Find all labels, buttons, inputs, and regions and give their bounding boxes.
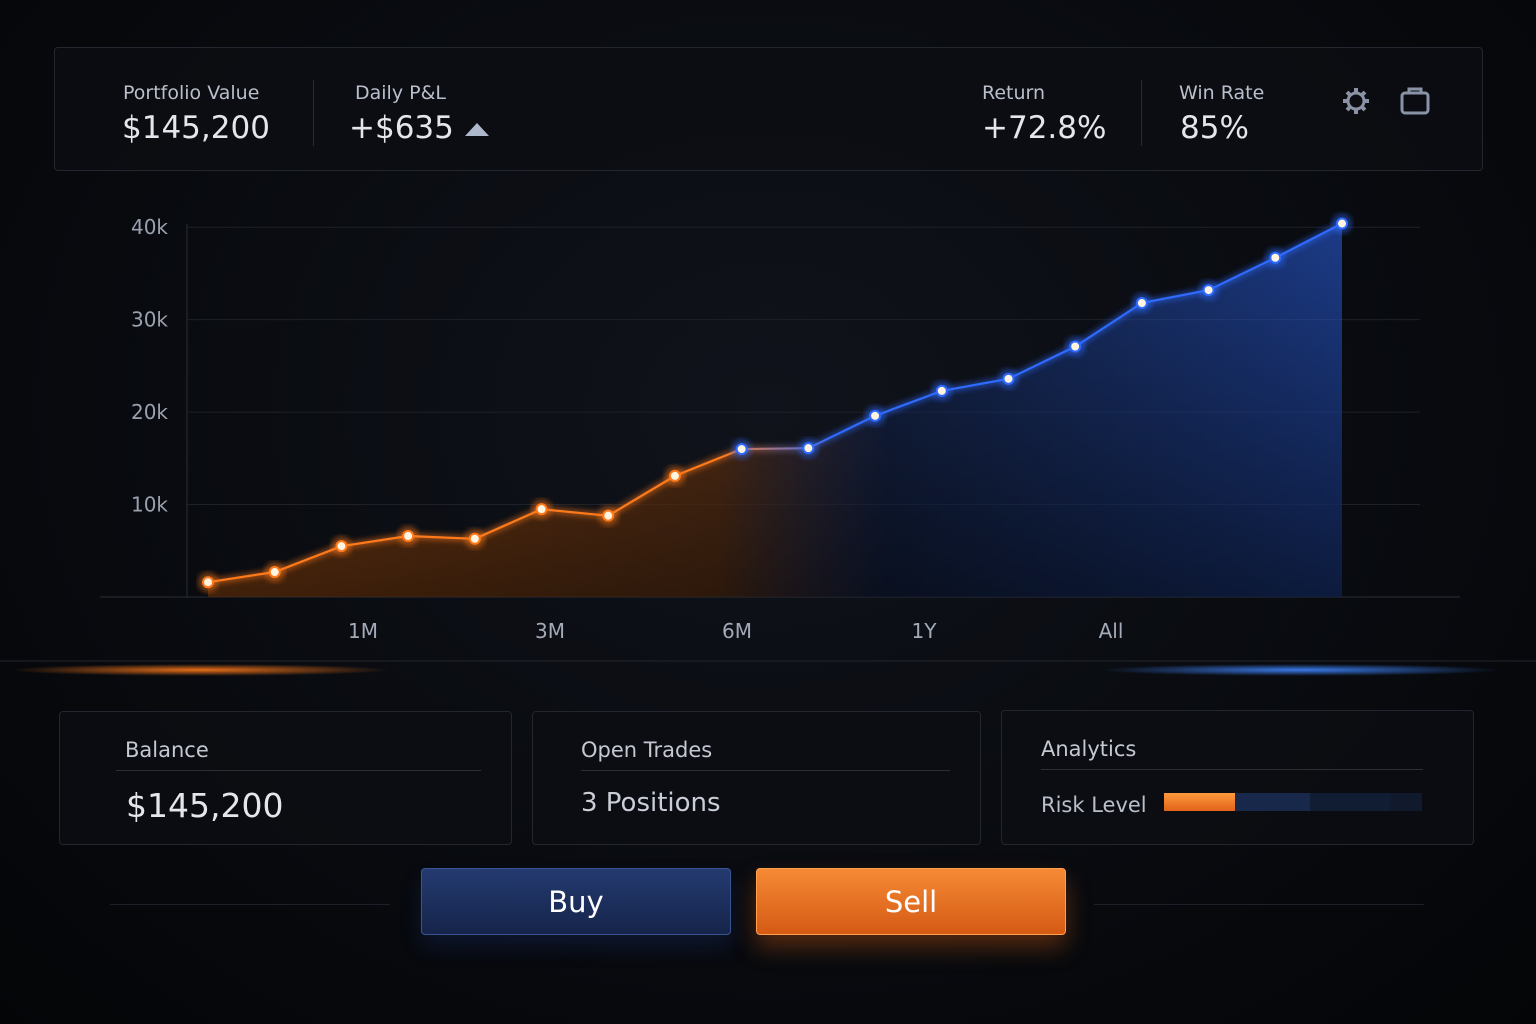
bag-icon[interactable] bbox=[1399, 84, 1431, 116]
y-tick-label: 30k bbox=[131, 308, 168, 332]
point bbox=[535, 503, 548, 516]
separator bbox=[1141, 80, 1142, 146]
point bbox=[402, 529, 415, 542]
y-tick-label: 10k bbox=[131, 493, 168, 517]
point bbox=[602, 509, 615, 522]
point bbox=[1202, 284, 1215, 297]
area-shade bbox=[208, 223, 1342, 597]
stat-label: Win Rate bbox=[1179, 82, 1265, 104]
point bbox=[1336, 217, 1348, 230]
range-tab[interactable]: 1Y bbox=[912, 619, 938, 643]
stat-value: +72.8% bbox=[982, 110, 1107, 146]
point bbox=[1002, 372, 1015, 385]
chart: 10k 20k 30k 40k 1M 3M 6M 1Y All bbox=[0, 213, 1536, 676]
rule bbox=[110, 904, 390, 905]
point bbox=[1135, 297, 1148, 310]
point bbox=[1069, 340, 1082, 353]
line bbox=[207, 222, 1343, 584]
point bbox=[869, 409, 882, 422]
risk-segment bbox=[1310, 793, 1390, 811]
balance-card: Balance $145,200 bbox=[59, 711, 512, 845]
rule bbox=[1094, 904, 1424, 905]
range-tab[interactable]: 3M bbox=[535, 619, 565, 643]
point bbox=[668, 469, 681, 482]
risk-segment bbox=[1235, 793, 1310, 811]
sell-button[interactable]: Sell bbox=[756, 868, 1066, 935]
point bbox=[935, 384, 948, 397]
stat-value: +$635 bbox=[349, 110, 454, 146]
risk-fill bbox=[1164, 793, 1235, 811]
card-rule bbox=[581, 770, 950, 771]
y-tick-label: 40k bbox=[131, 215, 168, 239]
card-title: Open Trades bbox=[581, 738, 713, 762]
risk-track bbox=[1164, 793, 1422, 811]
point bbox=[1269, 251, 1282, 264]
point bbox=[802, 442, 815, 455]
card-title: Balance bbox=[125, 738, 209, 762]
glow bbox=[1100, 664, 1500, 676]
buy-button[interactable]: Buy bbox=[421, 868, 731, 935]
point bbox=[468, 532, 481, 545]
point bbox=[735, 443, 748, 456]
stat-value: 85% bbox=[1180, 110, 1249, 146]
separator bbox=[313, 80, 314, 146]
stat-label: Daily P&L bbox=[355, 82, 446, 104]
point bbox=[268, 566, 281, 579]
card-rule bbox=[116, 770, 481, 771]
card-title: Analytics bbox=[1041, 737, 1137, 761]
range-tab[interactable]: 6M bbox=[722, 619, 752, 643]
up-arrow bbox=[465, 123, 489, 136]
card-rule bbox=[1041, 769, 1423, 770]
settings-icon[interactable] bbox=[1341, 86, 1371, 116]
point bbox=[335, 540, 348, 553]
analytics-card: Analytics Risk Level bbox=[1001, 710, 1474, 845]
stat-value: $145,200 bbox=[122, 110, 270, 146]
y-tick-label: 20k bbox=[131, 400, 168, 424]
risk-label: Risk Level bbox=[1041, 793, 1147, 817]
glow bbox=[10, 664, 390, 676]
stat-label: Return bbox=[982, 82, 1046, 104]
range-tab[interactable]: All bbox=[1099, 619, 1124, 643]
stats-bar: Portfolio Value $145,200 Daily P&L +$635… bbox=[54, 47, 1483, 171]
stat-label: Portfolio Value bbox=[123, 82, 260, 104]
card-value: 3 Positions bbox=[581, 788, 721, 818]
card-value: $145,200 bbox=[126, 786, 284, 825]
point bbox=[202, 576, 214, 589]
range-tab[interactable]: 1M bbox=[348, 619, 378, 643]
open-trades-card: Open Trades 3 Positions bbox=[532, 711, 981, 845]
